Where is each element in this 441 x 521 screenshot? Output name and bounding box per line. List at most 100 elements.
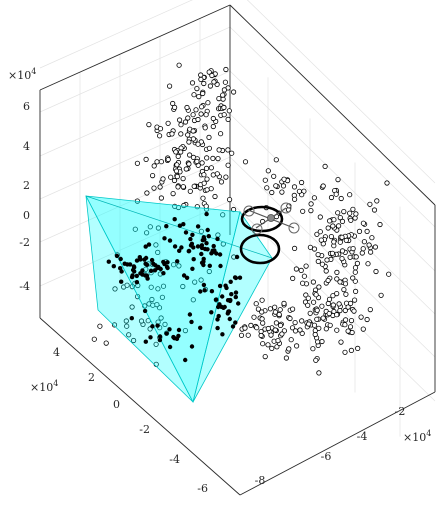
open-point-186 <box>195 116 201 123</box>
open-point-553 <box>291 184 298 190</box>
open-point-25 <box>204 176 210 182</box>
filled-point-106 <box>233 290 239 295</box>
open-point-391 <box>360 220 366 226</box>
open-point-377 <box>371 207 378 213</box>
filled-point-91 <box>146 242 152 247</box>
open-point-451 <box>272 327 278 333</box>
open-point-37 <box>198 111 204 117</box>
open-point-452 <box>286 346 292 352</box>
open-point-122 <box>212 193 218 200</box>
open-point-120 <box>160 176 166 182</box>
open-point-245 <box>311 322 318 328</box>
open-point-384 <box>353 254 359 260</box>
open-point-293 <box>352 265 359 271</box>
open-point-449 <box>242 325 248 331</box>
open-point-354 <box>339 255 345 262</box>
open-point-427 <box>259 316 265 322</box>
drone-ring-lower <box>239 233 281 265</box>
drone-body <box>267 214 275 222</box>
open-point-145 <box>157 126 164 132</box>
filled-point-67 <box>191 257 196 262</box>
open-point-388 <box>342 281 349 287</box>
open-point-128 <box>206 145 212 151</box>
open-point-124 <box>165 156 171 163</box>
filled-points-series <box>106 211 243 363</box>
open-point-403 <box>339 218 346 224</box>
x-axis-multiplier: ×104 <box>403 429 431 444</box>
open-point-26 <box>182 119 189 125</box>
filled-point-17 <box>161 271 166 276</box>
open-point-109 <box>167 83 173 89</box>
filled-point-29 <box>151 261 156 266</box>
open-point-272 <box>364 316 370 323</box>
open-point-328 <box>342 317 349 323</box>
open-point-420 <box>269 345 275 351</box>
filled-point-76 <box>228 279 233 284</box>
filled-point-52 <box>179 245 184 250</box>
open-point-379 <box>353 211 359 217</box>
filled-point-151 <box>164 331 169 336</box>
open-point-112 <box>180 176 186 182</box>
filled-point-139 <box>150 324 155 329</box>
open-point-461 <box>265 325 271 332</box>
open-point-217 <box>293 343 300 349</box>
open-point-454 <box>297 327 303 333</box>
open-point-148 <box>216 147 222 153</box>
open-point-85 <box>175 153 181 159</box>
open-point-4 <box>187 188 193 194</box>
open-point-552 <box>281 176 287 182</box>
open-point-9 <box>157 133 163 139</box>
grid-z-5 <box>39 0 436 184</box>
open-point-115 <box>193 107 199 113</box>
open-point-280 <box>334 269 340 275</box>
filled-point-21 <box>148 268 154 273</box>
open-point-325 <box>351 308 357 314</box>
open-point-498 <box>112 286 118 292</box>
filled-point-137 <box>148 335 153 340</box>
open-point-363 <box>317 214 323 220</box>
open-point-241 <box>319 338 325 345</box>
filled-point-90 <box>199 260 205 265</box>
open-point-521 <box>154 301 160 308</box>
open-point-24 <box>143 156 149 162</box>
filled-point-74 <box>181 273 187 278</box>
open-point-89 <box>178 149 184 155</box>
open-point-405 <box>251 314 257 320</box>
y-tick-label-0: 4 <box>53 346 60 359</box>
filled-point-112 <box>202 288 207 293</box>
filled-point-125 <box>226 309 232 314</box>
open-point-282 <box>326 296 333 302</box>
open-point-545 <box>273 157 279 163</box>
filled-point-145 <box>129 316 134 321</box>
drone-rotor-3 <box>288 222 300 234</box>
open-point-34 <box>204 187 210 193</box>
open-point-268 <box>330 293 336 299</box>
open-point-176 <box>225 116 231 123</box>
open-point-129 <box>190 128 196 134</box>
open-point-368 <box>317 229 323 235</box>
filled-point-71 <box>204 241 209 246</box>
open-point-127 <box>229 150 235 156</box>
open-point-73 <box>178 131 184 137</box>
open-point-243 <box>325 300 331 307</box>
open-point-299 <box>315 258 321 264</box>
open-point-499 <box>91 336 97 342</box>
open-point-312 <box>315 252 321 258</box>
open-point-359 <box>384 180 390 186</box>
filled-point-66 <box>172 244 178 249</box>
open-point-163 <box>221 87 227 93</box>
open-point-366 <box>341 209 347 215</box>
open-point-402 <box>350 246 356 252</box>
open-point-276 <box>293 266 299 272</box>
drone-rotor-4 <box>251 223 263 235</box>
filled-point-57 <box>177 223 183 228</box>
open-point-212 <box>274 344 280 350</box>
filled-point-60 <box>218 263 223 269</box>
open-point-61 <box>174 162 180 168</box>
open-point-76 <box>175 184 181 190</box>
open-point-96 <box>151 185 157 191</box>
open-point-375 <box>366 242 372 248</box>
filled-point-51 <box>175 259 180 264</box>
open-point-551 <box>264 185 270 191</box>
open-point-394 <box>364 228 370 234</box>
